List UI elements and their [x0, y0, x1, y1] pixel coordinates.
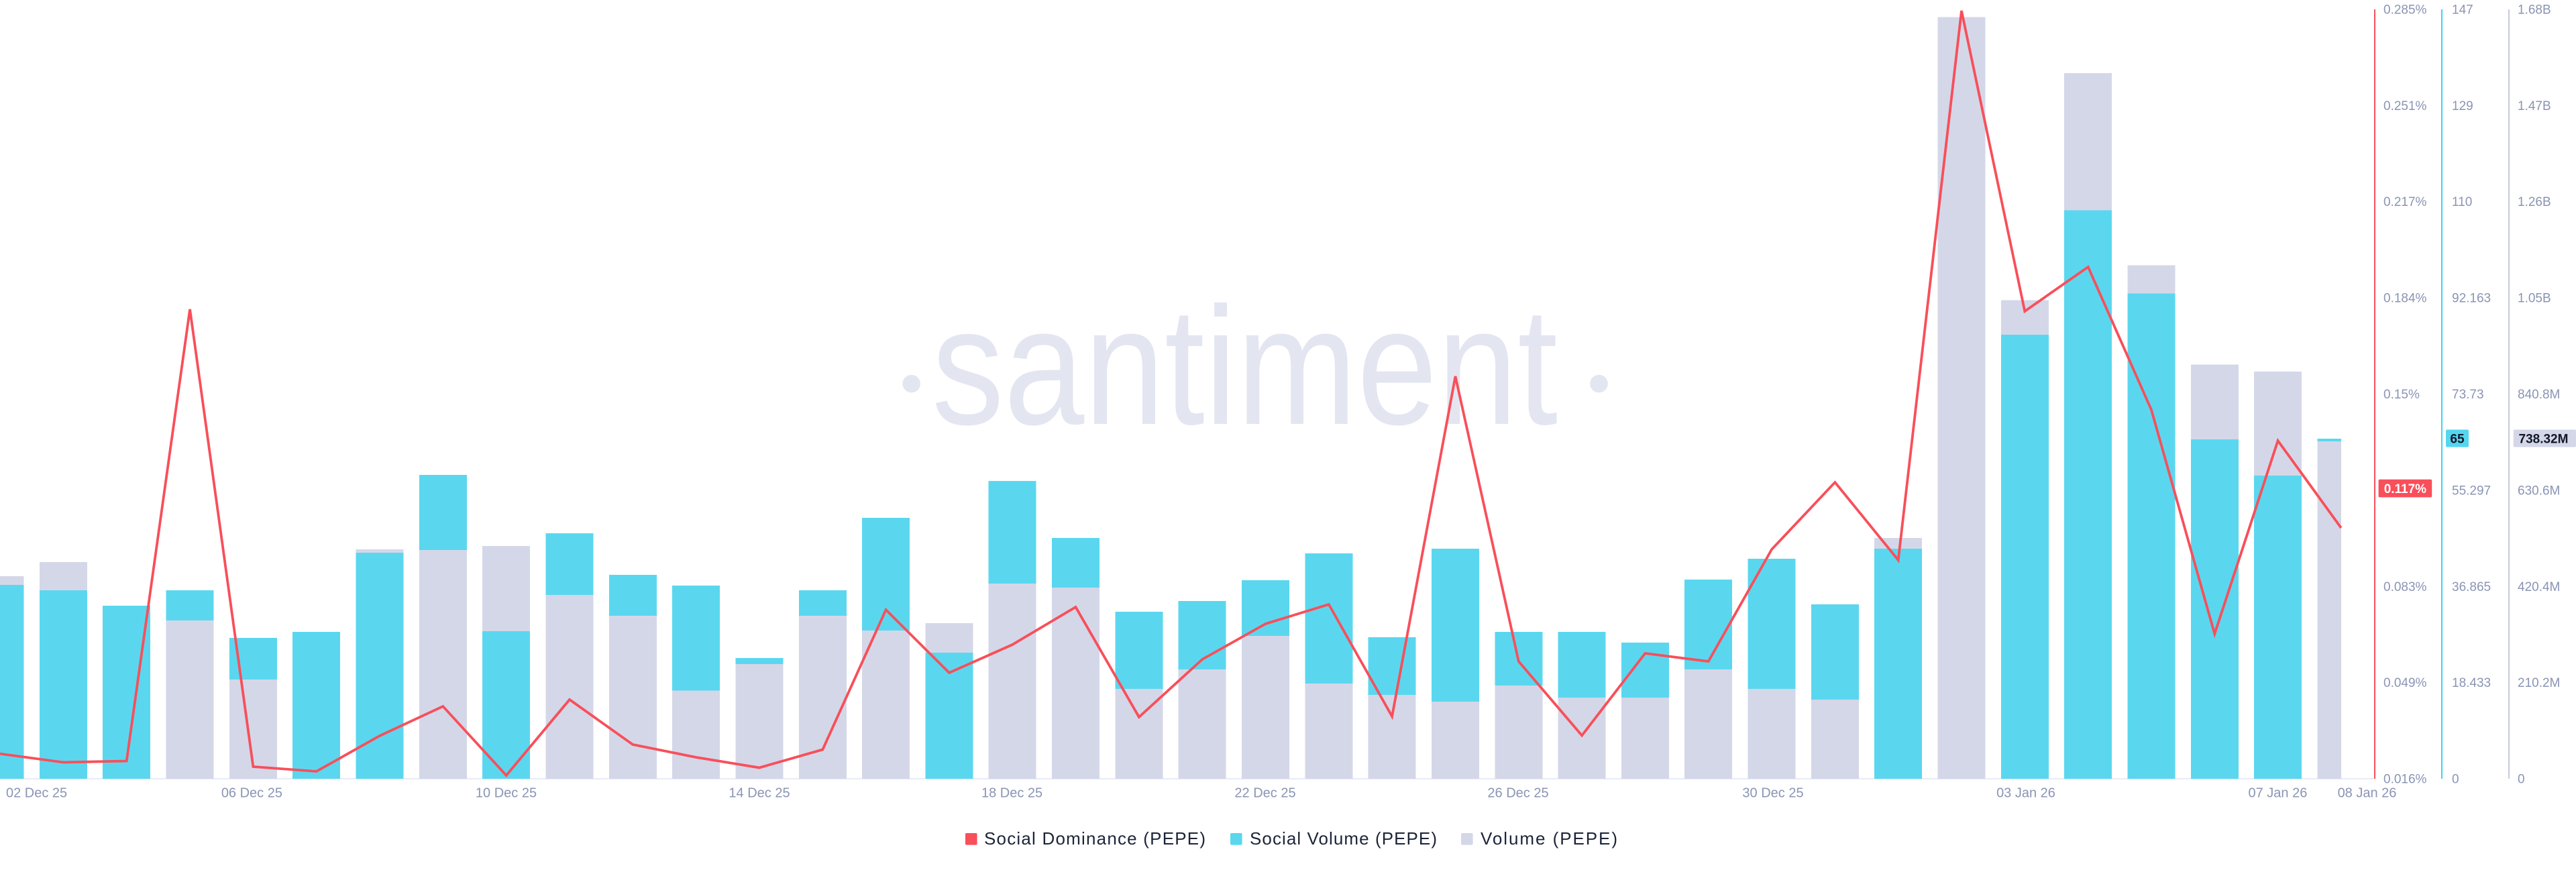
svg-text:36.865: 36.865 — [2452, 580, 2491, 594]
svg-text:147: 147 — [2452, 3, 2473, 17]
svg-text:1.26B: 1.26B — [2518, 195, 2551, 209]
svg-text:0.049%: 0.049% — [2383, 676, 2427, 690]
svg-text:0.217%: 0.217% — [2383, 195, 2427, 209]
svg-text:07 Jan 26: 07 Jan 26 — [2248, 786, 2307, 801]
svg-text:0.016%: 0.016% — [2383, 773, 2427, 787]
svg-text:06 Dec 25: 06 Dec 25 — [221, 786, 282, 801]
svg-text:14 Dec 25: 14 Dec 25 — [729, 786, 790, 801]
svg-text:30 Dec 25: 30 Dec 25 — [1742, 786, 1803, 801]
svg-text:22 Dec 25: 22 Dec 25 — [1234, 786, 1295, 801]
svg-text:03 Jan 26: 03 Jan 26 — [1996, 786, 2055, 801]
svg-text:630.6M: 630.6M — [2518, 484, 2560, 498]
svg-text:129: 129 — [2452, 99, 2473, 113]
svg-text:02 Dec 25: 02 Dec 25 — [6, 786, 67, 801]
svg-text:0: 0 — [2452, 773, 2459, 787]
svg-text:18 Dec 25: 18 Dec 25 — [981, 786, 1042, 801]
svg-text:0.184%: 0.184% — [2383, 292, 2427, 306]
svg-text:55.297: 55.297 — [2452, 484, 2491, 498]
svg-text:Volume (PEPE): Volume (PEPE) — [1481, 828, 1617, 849]
svg-text:0.117%: 0.117% — [2384, 482, 2426, 496]
svg-text:0.15%: 0.15% — [2383, 388, 2420, 402]
svg-text:210.2M: 210.2M — [2518, 676, 2560, 690]
svg-text:840.8M: 840.8M — [2518, 388, 2560, 402]
svg-text:110: 110 — [2452, 195, 2472, 209]
svg-text:0.083%: 0.083% — [2383, 580, 2427, 594]
svg-text:10 Dec 25: 10 Dec 25 — [476, 786, 537, 801]
svg-text:18.433: 18.433 — [2452, 676, 2491, 690]
svg-text:0: 0 — [2518, 773, 2525, 787]
svg-text:Social Dominance (PEPE): Social Dominance (PEPE) — [984, 828, 1205, 849]
svg-text:738.32M: 738.32M — [2519, 433, 2569, 447]
svg-text:0.251%: 0.251% — [2383, 99, 2427, 113]
svg-text:420.4M: 420.4M — [2518, 580, 2560, 594]
svg-text:65: 65 — [2450, 433, 2465, 447]
svg-text:26 Dec 25: 26 Dec 25 — [1487, 786, 1548, 801]
svg-text:1.68B: 1.68B — [2518, 3, 2551, 17]
svg-text:0.285%: 0.285% — [2383, 3, 2427, 17]
svg-text:santiment: santiment — [932, 272, 1558, 459]
svg-text:1.05B: 1.05B — [2518, 292, 2551, 306]
svg-text:1.47B: 1.47B — [2518, 99, 2551, 113]
svg-text:92.163: 92.163 — [2452, 292, 2491, 306]
svg-text:73.73: 73.73 — [2452, 388, 2484, 402]
svg-text:08 Jan 26: 08 Jan 26 — [2338, 786, 2397, 801]
svg-text:Social Volume (PEPE): Social Volume (PEPE) — [1250, 828, 1437, 849]
